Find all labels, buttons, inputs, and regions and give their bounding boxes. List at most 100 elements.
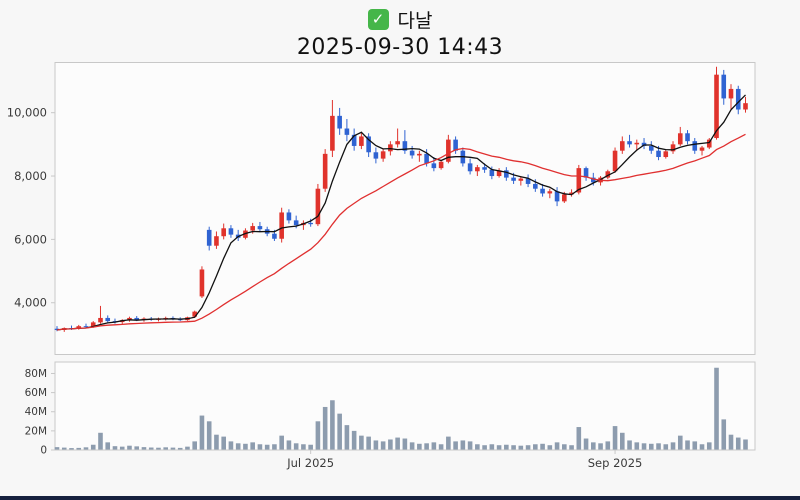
volume-bar — [634, 442, 640, 450]
stock-name: 다날 — [397, 9, 433, 32]
volume-bar — [141, 447, 147, 450]
candle-up — [496, 170, 502, 177]
volume-bar — [192, 441, 197, 450]
volume-bar — [460, 440, 466, 450]
volume-plot-area — [54, 361, 756, 451]
volume-bar — [562, 444, 567, 450]
volume-bar — [438, 444, 444, 450]
volume-bar — [163, 447, 169, 450]
volume-bar — [446, 436, 451, 450]
volume-bar — [453, 441, 458, 450]
volume-bar — [627, 440, 632, 450]
volume-bar — [373, 440, 379, 450]
volume-bar — [699, 444, 705, 450]
volume-bar — [98, 432, 103, 450]
candle-down — [648, 145, 654, 151]
volume-bar — [206, 421, 212, 450]
price-volume-chart: 4,000 6,000 8,000 10,000 0 20M 40M 60M 80M Jul 20… — [7, 62, 756, 470]
volume-bar — [706, 442, 712, 450]
candle-down — [554, 191, 560, 202]
candle-up — [359, 136, 364, 146]
volume-bar — [54, 447, 60, 450]
candle-down — [591, 177, 596, 183]
volume-bar — [547, 445, 553, 450]
candle-down — [351, 134, 357, 146]
candle-down — [308, 222, 313, 225]
volume-bar — [591, 442, 596, 450]
candle-up — [670, 144, 676, 152]
candle-up — [518, 178, 524, 181]
volume-bar — [69, 448, 74, 450]
candle-up — [192, 311, 197, 317]
candle-down — [344, 128, 350, 135]
candle-up — [576, 168, 582, 193]
candle-up — [706, 139, 712, 148]
candle-up — [214, 236, 219, 246]
x-tick-label: Jul 2025 — [286, 456, 334, 470]
volume-bar — [431, 442, 437, 450]
candle-down — [134, 317, 140, 320]
volume-bar — [322, 406, 328, 450]
volume-bar — [692, 441, 698, 450]
volume-bar — [301, 444, 306, 450]
chart-header: ✓ 다날 2025-09-30 14:43 — [0, 6, 800, 60]
candle-down — [337, 115, 342, 129]
candle-down — [453, 139, 458, 151]
candle-down — [525, 178, 531, 184]
candle-up — [417, 153, 422, 156]
volume-bar — [279, 435, 284, 450]
candle-up — [380, 151, 386, 159]
candle-down — [373, 152, 379, 159]
volume-bar — [395, 437, 400, 450]
price-tick-label: 10,000 — [7, 106, 47, 120]
candle-down — [511, 177, 516, 181]
volume-bar — [663, 444, 669, 450]
volume-bar — [228, 441, 234, 450]
candle-down — [257, 226, 263, 230]
price-tick-label: 4,000 — [14, 296, 47, 310]
candle-down — [83, 326, 89, 328]
volume-bar — [308, 444, 313, 450]
volume-bar — [489, 444, 495, 450]
volume-bar — [177, 447, 183, 450]
candle-down — [286, 212, 292, 221]
candle-up — [728, 88, 734, 99]
volume-bar — [199, 415, 205, 450]
volume-bar — [417, 443, 422, 450]
volume-bar — [185, 446, 190, 450]
volume-bar — [670, 442, 676, 450]
volume-bar — [598, 443, 603, 450]
volume-tick-label: 20M — [25, 425, 47, 437]
volume-bar — [250, 442, 255, 450]
volume-bar — [380, 441, 386, 450]
volume-bar — [272, 444, 277, 450]
volume-bar — [721, 419, 727, 450]
volume-bar — [76, 447, 82, 450]
volume-tick-label: 60M — [25, 387, 47, 399]
volume-bar — [235, 443, 241, 450]
candle-down — [721, 74, 727, 99]
candle-up — [562, 194, 567, 202]
volume-bar — [344, 425, 350, 450]
volume-bar — [61, 447, 67, 450]
candle-up — [438, 161, 444, 169]
candle-up — [322, 153, 328, 189]
volume-bar — [554, 442, 560, 450]
candle-down — [54, 328, 60, 330]
candle-down — [366, 136, 371, 153]
volume-bar — [366, 436, 371, 450]
volume-bar — [728, 434, 734, 450]
volume-bar — [243, 443, 248, 450]
volume-bar — [619, 432, 625, 450]
candle-up — [250, 226, 255, 231]
candle-down — [482, 167, 487, 170]
volume-bar — [612, 426, 618, 450]
candle-down — [533, 183, 538, 189]
volume-bar — [337, 413, 342, 450]
candle-down — [656, 150, 661, 158]
candle-down — [467, 163, 473, 172]
volume-bar — [105, 442, 111, 450]
volume-bar — [119, 446, 125, 450]
volume-bar — [388, 439, 393, 450]
candle-down — [540, 188, 545, 194]
